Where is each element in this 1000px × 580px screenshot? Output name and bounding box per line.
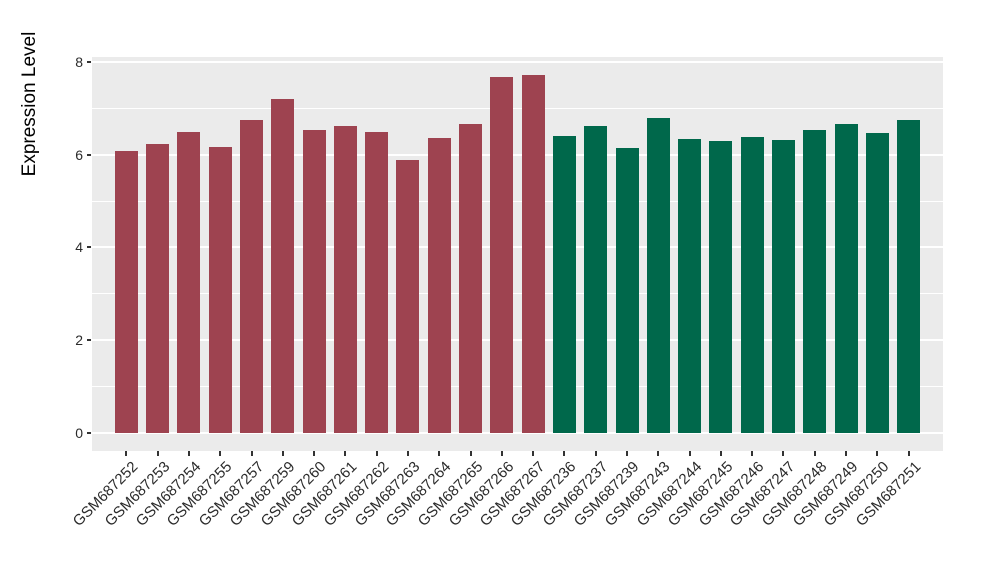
x-axis-tick xyxy=(344,451,347,456)
x-axis-tick xyxy=(187,451,190,456)
x-axis-tick xyxy=(250,451,253,456)
x-axis-tick xyxy=(532,451,535,456)
bar xyxy=(552,136,576,433)
bar xyxy=(240,119,264,433)
y-axis-tick xyxy=(87,60,91,63)
gridline-minor xyxy=(92,293,943,295)
x-axis-tick xyxy=(375,451,378,456)
bar xyxy=(834,123,858,433)
x-axis-tick xyxy=(563,451,566,456)
bar xyxy=(709,141,733,433)
y-axis-tick-label: 2 xyxy=(75,332,83,349)
x-axis-tick xyxy=(219,451,222,456)
y-axis-tick xyxy=(87,339,91,342)
x-axis-tick xyxy=(125,451,128,456)
bar xyxy=(333,125,357,433)
bar xyxy=(646,118,670,433)
gridline-major xyxy=(92,153,943,156)
x-axis-tick xyxy=(813,451,816,456)
gridline-major xyxy=(92,432,943,434)
gridline-major xyxy=(92,60,943,63)
x-axis-tick xyxy=(876,451,879,456)
x-axis-tick xyxy=(782,451,785,456)
bar xyxy=(114,150,138,433)
bar xyxy=(678,139,702,433)
y-axis-tick-label: 8 xyxy=(75,53,83,70)
gridline-minor xyxy=(92,386,943,388)
x-axis-tick xyxy=(438,451,441,456)
x-axis-tick xyxy=(281,451,284,456)
x-axis-tick xyxy=(845,451,847,456)
bar xyxy=(740,136,764,433)
x-axis-tick xyxy=(594,451,597,456)
y-axis-title-text: Expression Level xyxy=(19,31,40,177)
x-axis-tick xyxy=(500,451,503,456)
bar xyxy=(459,123,483,433)
bar xyxy=(365,132,389,433)
x-axis-tick xyxy=(469,451,472,456)
x-axis-tick xyxy=(406,451,409,456)
y-axis-tick xyxy=(87,246,91,249)
y-axis-tick-label: 4 xyxy=(75,239,83,256)
y-axis-tick-label: 6 xyxy=(75,146,83,163)
bar xyxy=(615,148,639,433)
bar xyxy=(865,133,889,433)
x-axis-tick xyxy=(688,451,691,456)
gridline-major xyxy=(92,339,943,342)
x-axis-tick xyxy=(751,451,754,456)
bar xyxy=(302,129,326,433)
x-axis-tick xyxy=(907,451,910,456)
bar xyxy=(271,99,295,433)
bar xyxy=(897,119,921,433)
bar xyxy=(396,160,420,433)
x-axis-tick xyxy=(156,451,159,456)
gridline-major xyxy=(92,246,943,249)
bar xyxy=(584,125,608,433)
plot-panel xyxy=(92,57,943,451)
bar xyxy=(146,143,170,433)
x-axis-tick xyxy=(313,451,316,456)
y-axis-tick-label: 0 xyxy=(75,425,83,441)
bar xyxy=(208,146,232,433)
y-axis-tick xyxy=(87,432,91,434)
x-axis-tick xyxy=(626,451,628,456)
bar xyxy=(803,130,827,433)
x-axis-tick xyxy=(719,451,722,456)
bar xyxy=(521,74,545,433)
bar xyxy=(427,137,451,433)
gridline-minor xyxy=(92,107,943,109)
bar xyxy=(177,131,201,433)
y-axis-tick xyxy=(87,153,91,156)
bar xyxy=(771,140,795,433)
x-axis-tick xyxy=(657,451,660,456)
gridline-minor xyxy=(92,200,943,202)
bar xyxy=(490,76,514,433)
